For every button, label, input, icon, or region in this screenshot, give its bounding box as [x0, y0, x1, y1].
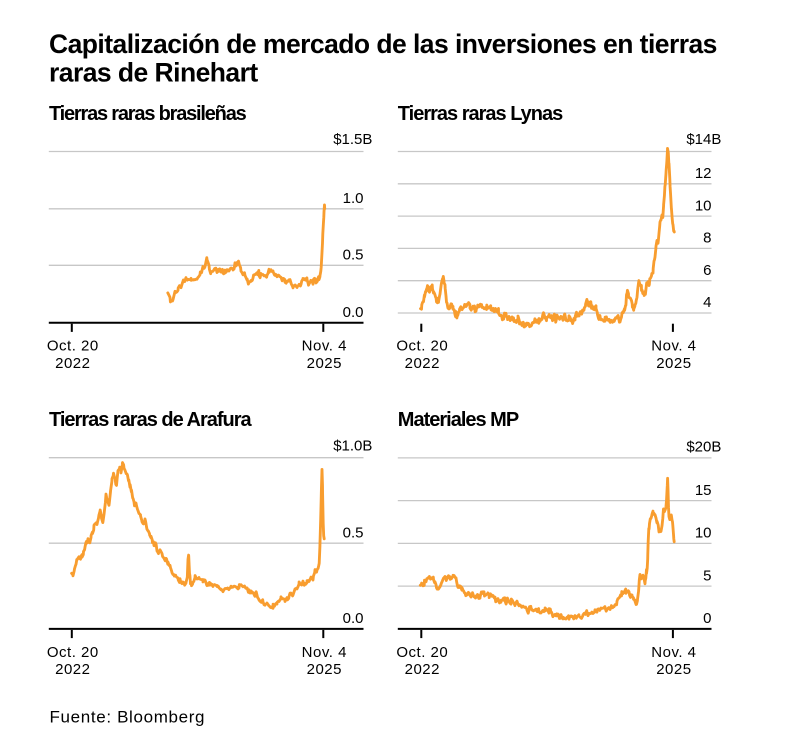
svg-text:2022: 2022 [405, 661, 440, 678]
svg-text:12: 12 [695, 165, 712, 182]
svg-text:15: 15 [695, 482, 712, 499]
svg-text:2022: 2022 [55, 661, 90, 678]
svg-text:Tierras raras de Arafura: Tierras raras de Arafura [49, 409, 253, 431]
svg-text:Oct. 20: Oct. 20 [396, 644, 448, 661]
svg-text:10: 10 [695, 525, 712, 542]
svg-text:0: 0 [703, 610, 711, 627]
svg-text:Capitalización de mercado de l: Capitalización de mercado de las inversi… [49, 29, 717, 59]
svg-text:Tierras raras Lynas: Tierras raras Lynas [398, 103, 563, 125]
svg-text:2022: 2022 [55, 355, 90, 372]
svg-text:0.5: 0.5 [343, 247, 364, 264]
svg-text:2025: 2025 [307, 355, 342, 372]
svg-text:0.5: 0.5 [343, 524, 364, 541]
svg-text:4: 4 [703, 294, 711, 311]
svg-text:2025: 2025 [307, 661, 342, 678]
svg-text:0.0: 0.0 [343, 304, 364, 321]
svg-text:10: 10 [695, 197, 712, 214]
svg-text:Fuente: Bloomberg: Fuente: Bloomberg [50, 707, 206, 726]
svg-text:6: 6 [703, 262, 711, 279]
svg-text:$1.5B: $1.5B [333, 131, 372, 148]
svg-text:0.0: 0.0 [343, 610, 364, 627]
svg-text:1.0: 1.0 [343, 190, 364, 207]
svg-text:$20B: $20B [686, 439, 721, 456]
svg-text:Nov. 4: Nov. 4 [302, 644, 347, 661]
svg-text:Nov. 4: Nov. 4 [302, 338, 347, 355]
svg-text:2022: 2022 [405, 355, 440, 372]
svg-text:8: 8 [703, 230, 711, 247]
svg-text:Oct. 20: Oct. 20 [396, 338, 448, 355]
svg-text:raras de Rinehart: raras de Rinehart [49, 58, 258, 88]
svg-text:Nov. 4: Nov. 4 [651, 338, 696, 355]
svg-text:Tierras raras brasileñas: Tierras raras brasileñas [49, 103, 247, 125]
svg-text:2025: 2025 [656, 355, 691, 372]
svg-text:Materiales MP: Materiales MP [398, 409, 519, 431]
svg-text:Nov. 4: Nov. 4 [651, 644, 696, 661]
svg-text:Oct. 20: Oct. 20 [47, 338, 99, 355]
svg-text:2025: 2025 [656, 661, 691, 678]
svg-text:$14B: $14B [686, 131, 721, 148]
svg-text:Oct. 20: Oct. 20 [47, 644, 99, 661]
svg-text:$1.0B: $1.0B [333, 437, 372, 454]
svg-text:5: 5 [703, 567, 711, 584]
